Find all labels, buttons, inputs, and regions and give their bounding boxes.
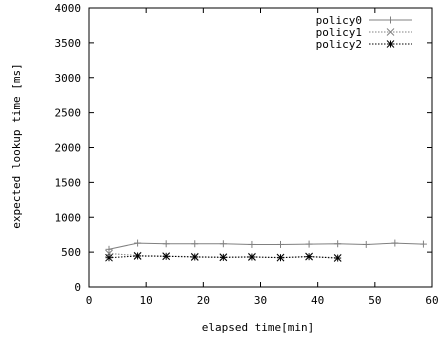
legend-label-policy1: policy1 [316, 26, 362, 39]
data-point-policy0 [391, 239, 399, 247]
y-tick-label: 1500 [55, 176, 82, 189]
series-line-policy0 [108, 242, 424, 250]
y-tick-label: 3500 [55, 37, 82, 50]
data-point-policy0 [305, 240, 313, 248]
legend-label-policy2: policy2 [316, 38, 362, 51]
data-point-policy0 [362, 240, 370, 248]
data-point-policy2 [105, 253, 113, 262]
y-axis-label: expected lookup time [ms] [10, 63, 23, 229]
data-point-policy0 [105, 245, 113, 253]
data-point-policy2 [248, 253, 256, 261]
data-point-policy2 [305, 252, 313, 261]
x-tick-label: 0 [86, 294, 93, 307]
series-layer [105, 239, 427, 262]
data-point-policy2 [219, 253, 228, 262]
data-point-policy0 [277, 240, 285, 248]
y-tick-label: 0 [74, 281, 81, 294]
series-policy0 [105, 239, 427, 253]
data-point-policy2 [276, 253, 285, 262]
y-tick-label: 2500 [55, 107, 82, 120]
y-tick-label: 1000 [55, 211, 82, 224]
x-tick-label: 10 [140, 294, 153, 307]
y-tick-label: 4000 [55, 2, 82, 15]
plot-frame [88, 7, 433, 288]
series-policy2 [105, 252, 342, 262]
x-tick-label: 50 [368, 294, 381, 307]
x-tick-label: 60 [425, 294, 438, 307]
legend-marker-policy2 [386, 40, 395, 48]
axes: 0 500 1000 1500 2000 2500 3000 3500 4000 0 10 20 30 4… [55, 2, 439, 307]
y-tick-label: 2000 [55, 142, 82, 155]
legend-marker-policy1 [386, 28, 395, 36]
data-point-policy0 [162, 240, 170, 248]
legend-marker-policy0 [387, 16, 394, 24]
data-point-policy0 [419, 240, 427, 248]
y-tick-label: 3000 [55, 72, 82, 85]
data-point-policy0 [334, 240, 342, 248]
data-point-policy2 [333, 254, 342, 262]
data-point-policy0 [248, 240, 256, 248]
data-point-policy0 [134, 239, 142, 247]
x-axis-label: elapsed time[min] [202, 321, 315, 334]
legend-label-policy0: policy0 [316, 14, 362, 27]
data-point-policy0 [191, 240, 199, 248]
y-tick-label: 500 [61, 246, 81, 259]
x-tick-label: 20 [197, 294, 210, 307]
x-tick-label: 40 [311, 294, 324, 307]
data-point-policy2 [190, 253, 199, 261]
x-tick-label: 30 [254, 294, 267, 307]
data-point-policy0 [219, 240, 227, 248]
data-point-policy2 [162, 252, 171, 261]
data-point-policy2 [133, 252, 142, 260]
